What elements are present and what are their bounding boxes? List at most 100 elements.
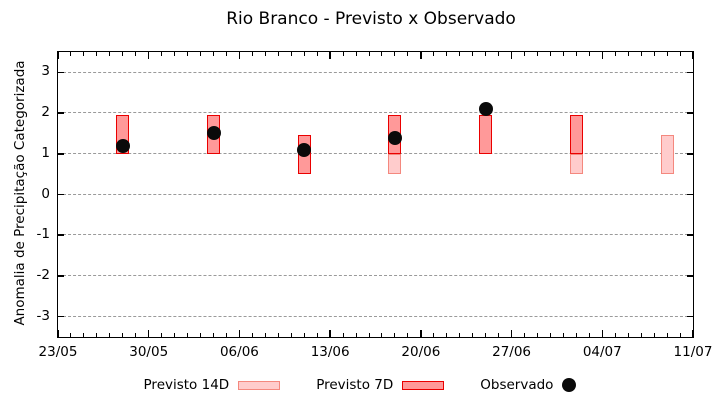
y-tick-left [58,112,64,114]
x-tick-bottom [303,333,305,337]
x-tick-top [510,52,513,59]
y-tick-left [58,234,64,236]
x-tick-bottom [679,333,681,337]
gridline [58,112,693,114]
x-tick-top [407,52,409,56]
gridline [58,234,693,236]
x-tick-bottom [277,333,279,337]
legend-item-observado: Observado [480,377,577,393]
observado-dot [478,102,493,116]
x-tick-top [498,52,500,56]
x-tick-top [109,52,111,56]
x-tick-top [200,52,202,56]
x-tick-bottom [200,333,202,337]
x-tick-top [70,52,72,56]
x-tick-bottom [485,333,487,337]
x-tick-top [329,52,331,59]
y-tick-label: -3 [36,307,50,324]
x-tick-top [264,52,266,56]
x-tick-bottom [446,333,448,337]
x-tick-bottom [187,333,189,337]
bar-previsto-14d [388,153,402,175]
x-tick-top [187,52,189,56]
legend-item-previsto-14d: Previsto 14D [144,377,281,393]
x-tick-top [303,52,305,56]
x-tick-bottom [96,333,98,337]
x-tick-label: 30/05 [129,344,169,360]
x-tick-top [161,52,163,56]
x-tick-bottom [109,333,111,337]
observado-dot [297,142,312,157]
y-tick-right [687,153,693,155]
x-tick-top [122,52,124,56]
x-tick-bottom [640,333,642,337]
x-tick-bottom [472,333,474,337]
y-tick-label: 1 [41,144,50,161]
x-tick-top [485,52,487,56]
x-tick-top [627,52,629,56]
y-tick-label: 3 [41,63,50,80]
x-tick-top [238,52,241,59]
x-tick-top [96,52,98,56]
x-tick-top [524,52,526,56]
x-tick-bottom [601,330,604,337]
previsto-14d-swatch-icon [238,380,281,390]
x-tick-top [174,52,176,56]
plot-area: 3 2 1 0 -1 -2 -3 23/05 30/05 06/06 13/06 20/06 27/06… [37,51,712,360]
x-tick-top [536,52,538,56]
x-tick-top [601,52,604,59]
x-tick-label: 20/06 [401,344,441,360]
x-tick-label: 23/05 [38,344,78,360]
x-tick-label: 13/06 [310,344,350,360]
gridline [58,193,693,195]
observado-dot [387,130,402,145]
x-tick-top [213,52,214,56]
x-tick-bottom [588,333,590,337]
x-tick-bottom [368,333,370,337]
x-tick-bottom [135,333,137,337]
x-tick-bottom [692,330,694,337]
x-tick-bottom [355,333,357,337]
x-tick-bottom [161,333,163,337]
x-tick-top [549,52,551,56]
x-tick-top [562,52,564,56]
x-tick-bottom [627,333,629,337]
x-tick-top [653,52,655,56]
y-tick-right [687,315,693,318]
y-tick-label: 2 [41,104,50,121]
legend-label-observado: Observado [480,377,554,393]
x-tick-bottom [147,330,150,337]
x-tick-bottom [342,333,344,337]
y-tick-label: 0 [41,185,50,202]
x-tick-bottom [653,333,655,337]
gridline [58,315,693,317]
x-tick-top [316,52,318,56]
y-tick-right [687,112,693,114]
x-tick-bottom [225,333,227,337]
y-tick-right [687,71,693,74]
x-tick-bottom [536,333,538,337]
x-tick-top [368,52,370,56]
y-tick-right [687,275,693,277]
x-tick-bottom [510,330,513,337]
legend-item-previsto-7d: Previsto 7D [316,377,445,393]
y-tick-label: -1 [36,226,50,243]
x-tick-bottom [420,330,422,337]
y-tick-left [58,315,64,318]
x-tick-top [433,52,435,56]
x-tick-bottom [498,333,500,337]
x-tick-top [83,52,85,56]
x-tick-top [251,52,253,56]
y-tick-left [58,275,64,277]
x-tick-top [57,52,59,59]
bar-previsto-7d [479,115,493,154]
legend-label-previsto-14d: Previsto 14D [143,377,230,393]
y-tick-right [687,234,693,236]
y-tick-left [58,71,64,74]
x-tick-bottom [213,333,214,337]
x-tick-bottom [329,330,331,337]
x-tick-bottom [575,333,577,337]
x-tick-top [692,52,694,59]
x-tick-bottom [238,330,241,337]
x-tick-top [459,52,461,56]
